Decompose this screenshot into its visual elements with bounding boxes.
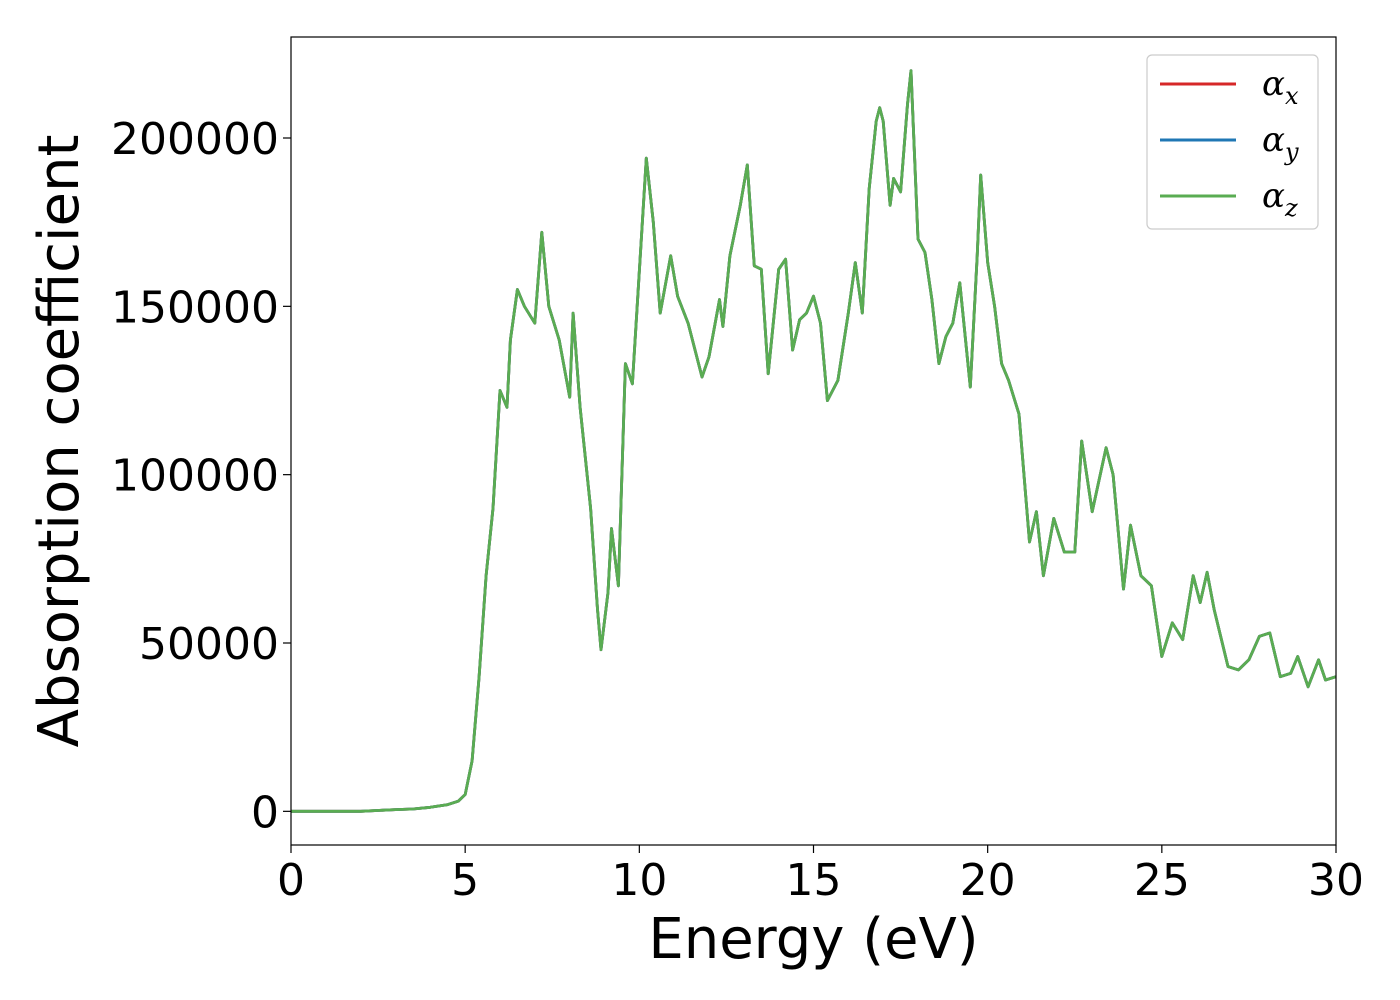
x-axis-ticks: 0 5 10 15 20 25 30	[277, 845, 1364, 906]
x-tick-label: 5	[451, 855, 479, 906]
series-line-z	[291, 69, 1337, 813]
y-tick-label: 100000	[111, 451, 279, 502]
legend-label-x: αx	[1262, 64, 1299, 110]
x-axis-label: Energy (eV)	[648, 907, 978, 972]
series-layer	[291, 69, 1337, 813]
y-tick-label: 200000	[111, 114, 279, 165]
x-tick-label: 20	[960, 855, 1016, 906]
x-tick-label: 10	[611, 855, 667, 906]
y-tick-label: 150000	[111, 282, 279, 333]
x-tick-label: 25	[1134, 855, 1190, 906]
y-axis-label: Absorption coefficient	[27, 135, 92, 748]
legend-box	[1146, 54, 1319, 230]
x-tick-label: 15	[786, 855, 842, 906]
x-tick-label: 0	[277, 855, 305, 906]
y-tick-label: 50000	[139, 619, 279, 670]
y-tick-label: 0	[251, 787, 279, 838]
y-axis-ticks: 0 50000 100000 150000 200000	[111, 114, 291, 838]
x-tick-label: 30	[1308, 855, 1364, 906]
